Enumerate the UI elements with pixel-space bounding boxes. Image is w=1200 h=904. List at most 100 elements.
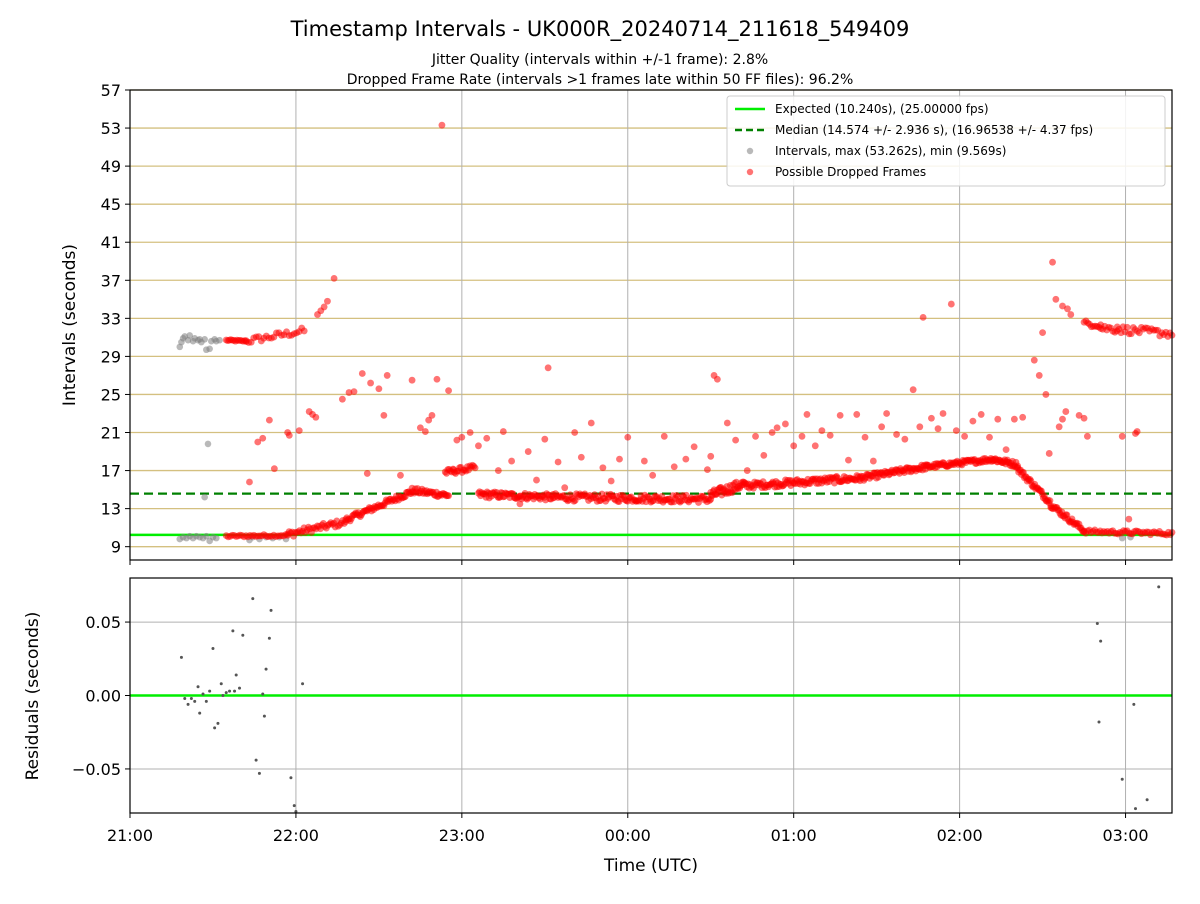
residual-point: [234, 673, 238, 677]
legend-intervals-label: Intervals, max (53.262s), min (9.569s): [775, 144, 1006, 158]
dropped-frame-point: [1059, 415, 1066, 423]
dropped-frame-point: [524, 448, 532, 455]
residuals-y-tick-label: 0.05: [85, 613, 121, 632]
dropped-frame-point: [438, 121, 446, 129]
dropped-frame-point: [416, 424, 424, 432]
interval-point: [186, 332, 194, 339]
residual-point: [189, 696, 193, 700]
dropped-frame-point: [909, 386, 917, 394]
dropped-frame-point: [961, 432, 968, 440]
dropped-frame-point: [428, 411, 436, 419]
legend: Expected (10.240s), (25.00000 fps) Media…: [726, 95, 1166, 187]
dropped-frame-point: [713, 375, 721, 383]
dropped-frame-point: [947, 300, 955, 308]
dropped-frame-point: [1039, 329, 1046, 337]
intervals-y-tick-label: 45: [101, 195, 121, 214]
residual-point: [1097, 720, 1101, 724]
residual-point: [261, 692, 265, 696]
dropped-frame-point: [1052, 295, 1060, 303]
intervals-axis-ticks: 9 13 17 21 25 29 33 37 41 45 49 53 57: [101, 81, 1127, 565]
dropped-frame-point: [471, 464, 479, 472]
dropped-frame-point: [790, 442, 798, 450]
interval-point: [1118, 534, 1126, 542]
dropped-frame-point: [773, 424, 781, 432]
dropped-frame-point: [743, 467, 751, 474]
dropped-frame-point: [1133, 428, 1141, 435]
dropped-frame-point: [544, 364, 552, 372]
dropped-frame-point: [1055, 423, 1063, 431]
dropped-frame-point: [616, 455, 623, 463]
residual-point: [224, 691, 228, 695]
dropped-frame-point: [499, 428, 507, 435]
dropped-frame-point: [445, 492, 452, 500]
intervals-panel: 9 13 17 21 25 29 33 37 41 45 49 53 57 Intervals (sec…: [60, 81, 1176, 565]
residual-point: [241, 633, 245, 637]
dropped-frame-point: [916, 423, 924, 431]
dropped-frame-point: [533, 476, 540, 484]
dropped-frame-point: [483, 434, 491, 442]
residual-point: [267, 636, 271, 640]
intervals-plot-frame: [129, 89, 1173, 561]
dropped-frame-point: [1062, 408, 1070, 415]
x-tick-label: 02:00: [937, 826, 983, 845]
residual-point: [1145, 798, 1149, 802]
dropped-frame-point: [826, 431, 834, 439]
dropped-frame-point: [375, 385, 383, 393]
dropped-frame-point: [704, 466, 711, 474]
dropped-frame-point: [919, 313, 927, 321]
residual-point: [294, 810, 298, 814]
dropped-frame-point: [781, 420, 789, 428]
dropped-frame-point: [768, 429, 776, 436]
dropped-frame-point: [1002, 446, 1010, 454]
dropped-frame-point: [640, 457, 648, 465]
dropped-frame-point: [350, 388, 358, 395]
x-tick-label: 03:00: [1102, 826, 1148, 845]
dropped-frame-point: [450, 466, 457, 474]
residual-point: [228, 689, 232, 693]
residual-point: [1133, 807, 1137, 811]
dropped-frame-point: [624, 433, 632, 441]
interval-point: [204, 440, 212, 448]
intervals-y-tick-label: 41: [101, 233, 121, 252]
dropped-frame-point: [1035, 372, 1043, 379]
residual-point: [251, 597, 255, 601]
residual-point: [289, 776, 293, 780]
residuals-y-tick-label: 0.00: [85, 687, 121, 706]
residual-point: [186, 702, 190, 706]
dropped-frame-point: [1080, 414, 1088, 422]
residual-point: [211, 647, 215, 650]
dropped-frame-point: [363, 470, 371, 477]
dropped-frame-point: [599, 464, 607, 472]
dropped-frame-point: [254, 438, 262, 446]
dropped-frame-point: [320, 303, 328, 311]
dropped-frame-point: [285, 431, 293, 439]
dropped-frame-point: [723, 419, 731, 427]
dropped-frame-point: [1125, 515, 1133, 523]
dropped-frame-point: [1042, 391, 1050, 398]
residual-point: [262, 714, 266, 718]
dropped-frame-point: [367, 379, 374, 387]
residual-point: [193, 699, 197, 703]
dropped-frame-point: [1113, 323, 1121, 331]
interval-point: [216, 336, 223, 344]
residual-point: [238, 686, 242, 690]
x-tick-label: 01:00: [771, 826, 817, 845]
jitter-quality-subtitle: Jitter Quality (intervals within +/-1 fr…: [431, 52, 768, 68]
dropped-frame-point: [1046, 497, 1054, 505]
dropped-frame-point: [1083, 432, 1091, 440]
dropped-frame-point: [1045, 450, 1053, 457]
dropped-frame-point: [494, 467, 502, 474]
dropped-frame-point: [853, 411, 861, 418]
intervals-y-tick-label: 9: [111, 538, 121, 557]
dropped-frame-point: [554, 458, 562, 466]
dropped-frame-point: [760, 451, 768, 459]
intervals-y-tick-label: 21: [101, 424, 121, 443]
dropped-frame-point: [928, 414, 935, 422]
dropped-frame-point: [893, 431, 900, 438]
residual-point: [219, 682, 223, 686]
dropped-frame-point: [1067, 311, 1075, 318]
dropped-frame-point: [660, 432, 668, 440]
dropped-frame-point: [295, 427, 303, 435]
intervals-y-tick-label: 49: [101, 157, 121, 176]
